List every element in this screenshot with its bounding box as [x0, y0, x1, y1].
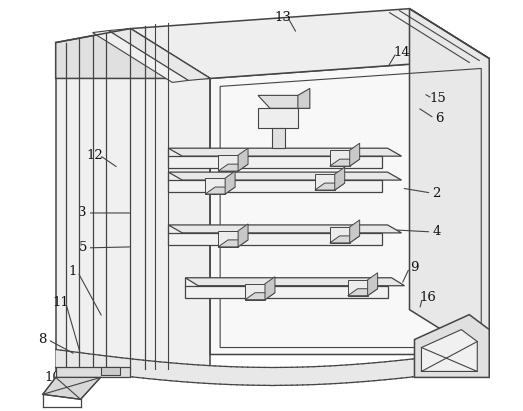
Polygon shape [348, 289, 378, 296]
Polygon shape [238, 148, 248, 171]
Polygon shape [272, 128, 285, 148]
Text: 4: 4 [432, 225, 440, 238]
Polygon shape [168, 233, 382, 245]
Polygon shape [238, 224, 248, 247]
Text: 11: 11 [52, 296, 69, 309]
Text: 13: 13 [275, 11, 291, 24]
Polygon shape [330, 236, 360, 243]
Polygon shape [55, 349, 489, 386]
Polygon shape [265, 277, 275, 300]
Text: 12: 12 [86, 149, 103, 162]
Text: 6: 6 [435, 112, 444, 125]
Polygon shape [168, 148, 402, 156]
Polygon shape [218, 164, 248, 171]
Polygon shape [168, 180, 382, 192]
Polygon shape [210, 58, 489, 355]
Polygon shape [108, 29, 210, 81]
Text: 1: 1 [69, 265, 77, 278]
Polygon shape [422, 330, 477, 372]
Polygon shape [258, 95, 310, 109]
Polygon shape [185, 286, 388, 298]
Polygon shape [330, 150, 350, 166]
Text: 3: 3 [78, 206, 87, 219]
Polygon shape [43, 377, 100, 399]
Polygon shape [335, 167, 345, 190]
Polygon shape [368, 273, 378, 296]
Polygon shape [168, 156, 382, 168]
Polygon shape [93, 30, 188, 83]
Polygon shape [55, 79, 210, 372]
Polygon shape [258, 109, 298, 128]
Polygon shape [350, 143, 360, 166]
Text: 2: 2 [432, 187, 440, 200]
Polygon shape [245, 293, 275, 300]
Polygon shape [55, 29, 210, 79]
Polygon shape [130, 9, 489, 79]
Polygon shape [205, 187, 235, 194]
Text: 16: 16 [419, 291, 436, 304]
Polygon shape [55, 367, 130, 377]
Polygon shape [185, 278, 404, 286]
Polygon shape [168, 225, 402, 233]
Text: 7: 7 [445, 326, 453, 339]
Polygon shape [330, 227, 350, 243]
Text: 15: 15 [429, 92, 446, 105]
Polygon shape [168, 172, 402, 180]
Polygon shape [330, 159, 360, 166]
Text: 8: 8 [39, 333, 47, 346]
Polygon shape [218, 231, 238, 247]
Polygon shape [350, 220, 360, 243]
Polygon shape [315, 174, 335, 190]
Polygon shape [218, 155, 238, 171]
Text: 9: 9 [410, 261, 419, 274]
Polygon shape [100, 367, 120, 375]
Polygon shape [315, 183, 345, 190]
Polygon shape [218, 240, 248, 247]
Polygon shape [205, 178, 225, 194]
Polygon shape [298, 88, 310, 109]
Text: 5: 5 [78, 241, 87, 254]
Polygon shape [348, 280, 368, 296]
Text: 10: 10 [44, 371, 61, 384]
Polygon shape [410, 9, 489, 360]
Polygon shape [415, 315, 489, 377]
Polygon shape [225, 171, 235, 194]
Polygon shape [245, 284, 265, 300]
Text: 14: 14 [393, 46, 410, 59]
